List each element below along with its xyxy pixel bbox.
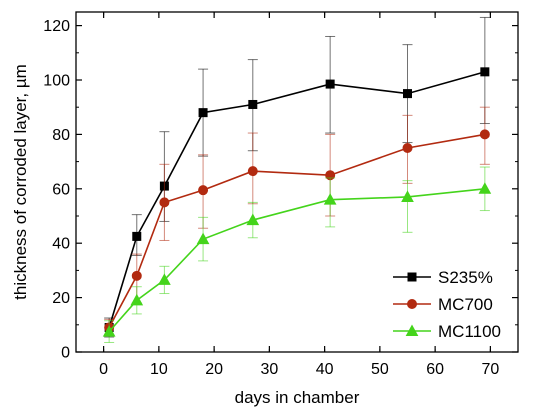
data-point (130, 293, 144, 306)
data-point (401, 190, 414, 202)
data-point (407, 272, 417, 282)
data-point (479, 129, 490, 140)
data-point (246, 213, 260, 226)
x-axis-label: days in chamber (235, 388, 360, 407)
legend-label: MC700 (438, 295, 493, 314)
x-tick-label: 40 (316, 361, 334, 378)
data-point (478, 182, 492, 194)
x-tick-label: 20 (205, 361, 223, 378)
data-point (402, 143, 413, 153)
y-tick-label: 0 (61, 345, 70, 362)
legend: S235% MC700 MC1100 (393, 268, 501, 341)
data-point (407, 299, 417, 309)
y-tick-label: 40 (52, 236, 70, 253)
y-tick-label: 80 (52, 127, 70, 144)
data-point (131, 270, 142, 281)
x-tick-label: 50 (371, 361, 389, 378)
data-point (198, 185, 209, 196)
data-point (403, 89, 412, 99)
data-point (323, 193, 337, 205)
axis-ticks: 0 10 20 30 40 50 60 70 0 20 40 60 80 100 120 (43, 12, 518, 378)
series-line (108, 188, 485, 333)
x-tick-label: 60 (426, 361, 444, 378)
legend-label: S235% (438, 268, 493, 287)
x-tick-label: 0 (99, 361, 108, 378)
series-line (108, 71, 486, 328)
data-point (325, 79, 335, 89)
data-point (158, 273, 171, 285)
series (102, 166, 492, 343)
legend-label: MC1100 (438, 322, 501, 341)
data-point (405, 324, 419, 336)
data-point (247, 166, 258, 177)
y-tick-label: 120 (43, 18, 70, 35)
series-line (108, 133, 485, 328)
x-tick-label: 10 (150, 361, 168, 378)
y-axis-label: thickness of corroded layer, µm (11, 64, 30, 300)
series-layer (102, 16, 492, 343)
data-point (102, 325, 116, 337)
x-tick-label: 30 (260, 361, 278, 378)
data-point (132, 231, 142, 241)
series (104, 16, 490, 338)
data-point (198, 108, 208, 118)
data-point (159, 197, 170, 208)
plot-frame (75, 11, 519, 353)
x-tick-label: 70 (481, 361, 499, 378)
y-tick-label: 100 (43, 73, 70, 90)
data-point (480, 67, 490, 77)
y-tick-label: 60 (52, 181, 70, 198)
y-tick-label: 20 (52, 290, 70, 307)
data-point (196, 232, 210, 245)
data-point (248, 99, 258, 109)
